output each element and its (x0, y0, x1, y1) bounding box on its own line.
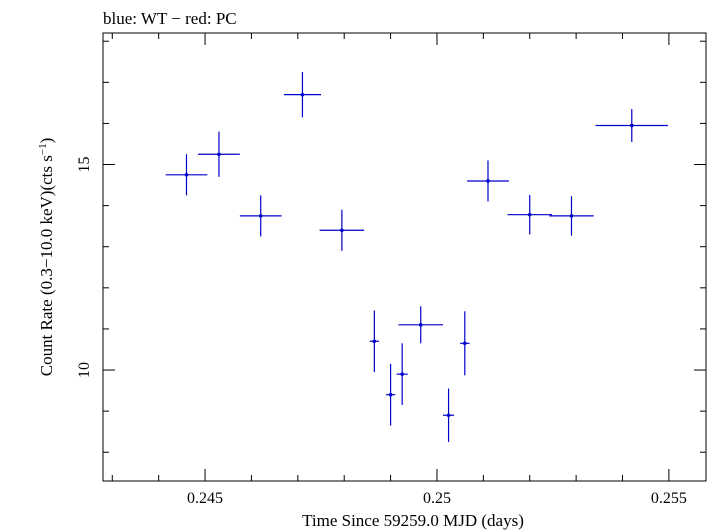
point-marker (629, 123, 634, 128)
point-marker (184, 172, 189, 177)
point-marker (340, 228, 344, 233)
point-marker (463, 341, 467, 346)
point-marker (400, 372, 404, 376)
data-point (595, 109, 668, 142)
point-marker (527, 212, 532, 217)
data-point (396, 343, 408, 405)
data-point (239, 195, 282, 237)
data-point (460, 311, 470, 376)
axis-ticks: 0.245 0.25 0.255 10 15 (76, 33, 706, 507)
point-marker (446, 413, 451, 418)
point-marker (217, 152, 221, 157)
data-point (507, 194, 553, 235)
y-axis-label: Count Rate (0.3−10.0 keV)(cts s−1) (37, 138, 56, 377)
data-points (165, 72, 668, 442)
data-point (398, 306, 443, 344)
data-point (283, 72, 322, 118)
data-point (442, 388, 455, 442)
data-point (549, 196, 594, 236)
data-point (319, 209, 365, 251)
data-point (165, 154, 208, 196)
point-marker (486, 179, 490, 183)
data-point (385, 363, 396, 426)
y-tick-label: 10 (76, 362, 93, 378)
y-axis-label-end: ) (37, 138, 56, 144)
x-tick-label: 0.255 (651, 490, 687, 507)
data-point (467, 160, 509, 202)
point-marker (372, 339, 377, 344)
y-axis-label-sup: −1 (37, 143, 49, 155)
y-tick-label: 15 (76, 157, 93, 173)
point-marker (258, 214, 263, 218)
data-point (198, 131, 240, 177)
x-tick-label: 0.25 (423, 490, 451, 507)
point-marker (418, 323, 423, 327)
chart-title: blue: WT − red: PC (103, 9, 237, 28)
point-marker (300, 92, 305, 97)
data-point (369, 310, 379, 373)
y-axis-label-main: Count Rate (0.3−10.0 keV)(cts s (37, 155, 56, 376)
x-tick-label: 0.245 (187, 490, 223, 507)
plot-frame (102, 32, 707, 482)
point-marker (388, 392, 393, 397)
point-marker (569, 214, 574, 218)
x-axis-label: Time Since 59259.0 MJD (days) (302, 511, 524, 530)
